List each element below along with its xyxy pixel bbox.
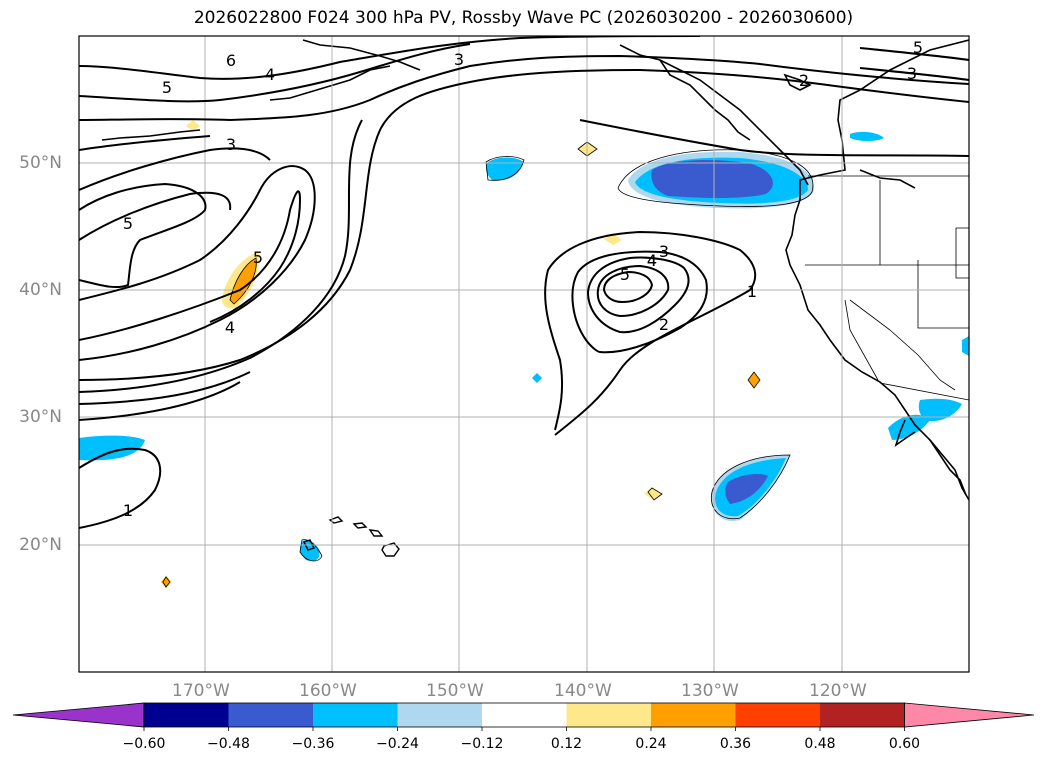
colorbar-swatch <box>313 703 398 727</box>
colorbar-tick-label: 0.12 <box>550 736 583 752</box>
colorbar-swatch <box>735 703 820 727</box>
colorbar-tick-label: −0.24 <box>376 736 419 752</box>
political-borders <box>805 175 969 401</box>
colorbar-tick-label: −0.60 <box>122 736 166 752</box>
contour-label: 3 <box>454 50 464 69</box>
colorbar-swatch <box>144 703 229 727</box>
colorbar-tick-label: −0.48 <box>207 736 250 752</box>
contour-label: 4 <box>647 251 657 270</box>
contour-label: 2 <box>659 315 669 334</box>
fill-neg-west <box>79 435 145 461</box>
colorbar-lower-extend <box>12 702 145 728</box>
lon-label: 160°W <box>299 681 357 701</box>
colorbar-tick-label: 0.48 <box>804 736 836 752</box>
fill-pos-4 <box>644 487 662 500</box>
plot-frame <box>78 35 970 673</box>
contour-label: 5 <box>253 248 263 267</box>
colorbar-swatch <box>566 703 651 727</box>
fill-neg-dark <box>651 160 773 198</box>
colorbar-swatch <box>651 703 736 727</box>
lon-label: 170°W <box>172 681 230 701</box>
fill-neg-gulf <box>918 398 962 422</box>
contour-label: 1 <box>123 501 133 520</box>
contour-label: 3 <box>659 242 669 261</box>
contour-labels: 6 5 4 3 3 5 3 2 5 5 4 4 3 5 4 2 1 1 <box>123 38 923 520</box>
colorbar-upper-extend <box>904 702 1035 728</box>
lat-label: 40°N <box>19 280 62 300</box>
lon-label: 140°W <box>554 681 612 701</box>
coastlines <box>101 39 969 501</box>
colorbar-swatch <box>482 703 567 727</box>
lat-label: 30°N <box>19 407 62 427</box>
contour-label: 4 <box>265 65 275 84</box>
contour-label: 5 <box>123 214 133 233</box>
fill-neg-ca <box>962 336 969 356</box>
colorbar-tick-label: 0.60 <box>888 736 921 752</box>
lon-label: 150°W <box>426 681 484 701</box>
contour-label: 4 <box>647 251 657 270</box>
contour-label: 5 <box>620 265 630 284</box>
contour-label: 4 <box>225 318 235 337</box>
colorbar-tick-label: −0.36 <box>291 736 335 752</box>
fill-neg-dot <box>532 373 542 383</box>
contour-label: 1 <box>747 282 757 301</box>
map-title: 2026022800 F024 300 hPa PV, Rossby Wave … <box>193 8 854 28</box>
graticule <box>79 36 969 672</box>
colorbar-swatch <box>228 703 313 727</box>
colorbar-tick-label: −0.12 <box>460 736 504 752</box>
lon-label: 120°W <box>809 681 867 701</box>
fill-pos-2 <box>604 234 622 245</box>
lon-label: 130°W <box>681 681 739 701</box>
hawaii-islands <box>303 516 400 557</box>
fill-neg-ne-pacific-south-dark <box>725 474 768 504</box>
map-background <box>79 36 969 672</box>
colorbar-swatch <box>397 703 482 727</box>
fill-neg-bc <box>850 131 884 141</box>
contour-label: 6 <box>226 51 236 70</box>
fill-pos-orange <box>230 258 257 304</box>
fill-neg-baja <box>888 414 930 440</box>
contour-label: 5 <box>913 38 923 57</box>
colorbar <box>12 702 1035 731</box>
contour-label: 5 <box>162 78 172 97</box>
lat-label: 50°N <box>19 153 62 173</box>
fill-pos-6 <box>186 120 200 131</box>
colorbar-swatch <box>820 703 905 727</box>
colorbar-tick-label: 0.24 <box>635 736 667 752</box>
contour-label: 2 <box>799 71 809 90</box>
lat-label: 20°N <box>19 535 62 555</box>
anomaly-outlines <box>162 141 814 588</box>
contour-label: 3 <box>226 135 236 154</box>
contour-label: 3 <box>907 64 917 83</box>
colorbar-tick-label: 0.36 <box>719 736 752 752</box>
colorbar-frame <box>143 702 905 728</box>
